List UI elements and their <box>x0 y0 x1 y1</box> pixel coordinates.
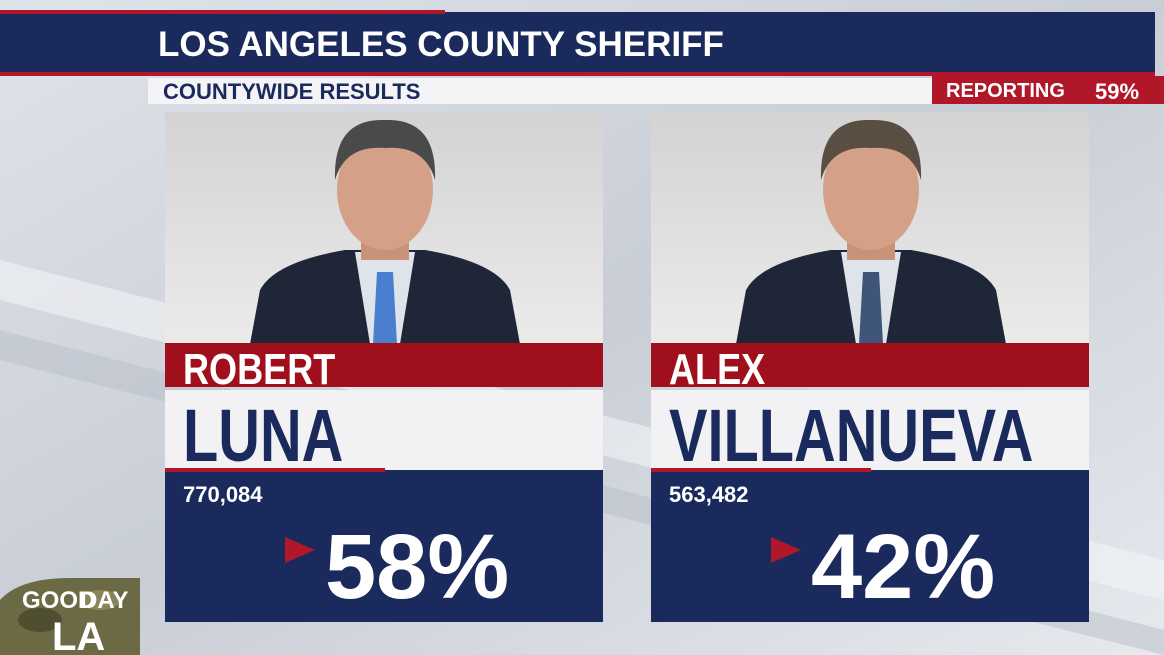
pointer <box>771 537 801 563</box>
tie <box>859 272 883 344</box>
first-name: ALEX <box>669 345 765 394</box>
last-name-box <box>165 390 603 470</box>
result-box <box>651 470 1089 622</box>
tie <box>373 272 397 344</box>
hair <box>334 119 436 180</box>
title-underline <box>0 72 1155 76</box>
first-name-group: ALEX <box>669 345 765 394</box>
logo-camo <box>18 608 62 632</box>
result-accent <box>651 468 871 472</box>
reporting-box <box>932 76 1164 104</box>
first-name-bar <box>651 343 1089 387</box>
logo-text: GOOD <box>22 587 95 614</box>
last-name-group: VILLANUEVA <box>669 395 1033 478</box>
first-name-group: ROBERT <box>183 345 336 394</box>
title: LOS ANGELES COUNTY SHERIFF <box>158 25 724 64</box>
vote-count: 563,482 <box>669 482 749 507</box>
last-name-box <box>651 390 1089 470</box>
first-name-bar <box>165 343 603 387</box>
result-box <box>165 470 603 622</box>
subtitle: COUNTYWIDE RESULTS <box>163 79 420 104</box>
reporting-label: REPORTING <box>946 80 1065 102</box>
result-accent <box>165 468 385 472</box>
logo: GOOD DAY LA <box>0 578 140 655</box>
subtitle-bar <box>148 78 932 104</box>
logo-text: DAY <box>80 587 128 614</box>
title-bar <box>0 12 1155 72</box>
title-accent <box>0 10 445 14</box>
last-name-group: LUNA <box>183 395 343 478</box>
vote-percent: 58% <box>325 516 509 618</box>
logo-camo <box>80 590 120 610</box>
hair <box>820 119 922 180</box>
reporting-value: 59% <box>1095 79 1139 104</box>
last-name: VILLANUEVA <box>669 395 1033 478</box>
face <box>823 130 919 250</box>
last-name: LUNA <box>183 395 343 478</box>
pointer <box>285 537 315 563</box>
vote-percent: 42% <box>811 516 995 618</box>
logo-text: LA <box>52 615 105 655</box>
vote-count: 770,084 <box>183 482 263 507</box>
first-name: ROBERT <box>183 345 336 394</box>
face <box>337 130 433 250</box>
